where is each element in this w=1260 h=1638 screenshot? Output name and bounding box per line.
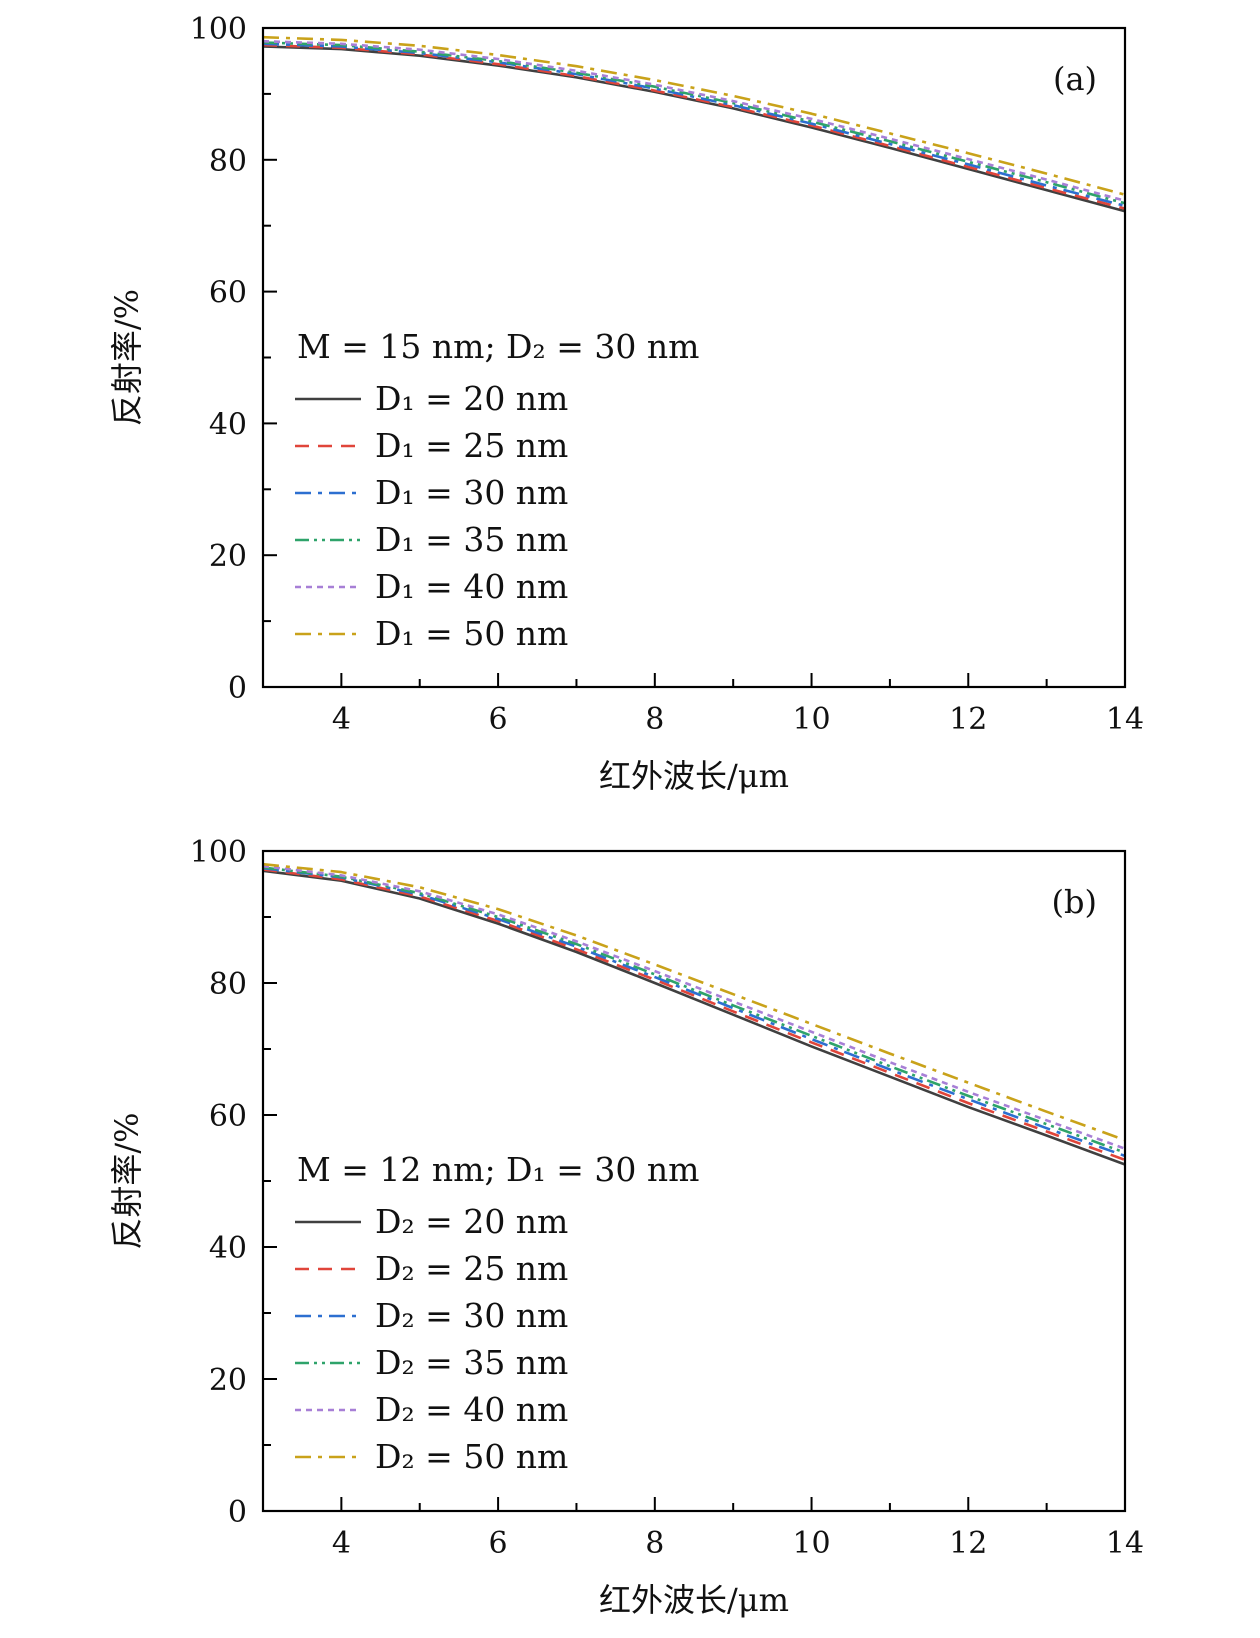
series-line-2: [262, 868, 1126, 1162]
x-tick-label: 8: [645, 1526, 664, 1561]
y-axis-title: 反射率/%: [108, 289, 146, 426]
y-tick-label: 0: [228, 671, 247, 706]
series-line-1: [262, 869, 1126, 1166]
y-tick-label: 80: [209, 967, 247, 1002]
series-line-4: [262, 866, 1126, 1154]
legend-entry-4: D₂ = 35 nm: [375, 1343, 568, 1382]
y-tick-label: 20: [209, 539, 247, 574]
series-line-1: [262, 45, 1126, 213]
x-tick-label: 6: [489, 702, 508, 737]
y-tick-label: 100: [190, 835, 247, 870]
y-tick-label: 60: [209, 1099, 247, 1134]
chart-panel-a: 4 6 8 10 12 14 0 20 40 60 80 100 红外波长/μm 反射率/% (a) M = …: [108, 12, 1144, 795]
y-tick-label: 80: [209, 144, 247, 179]
legend: M = 12 nm; D₁ = 30 nm D₂ = 20 nm D₂ = 25 n…: [295, 1150, 699, 1476]
y-tick-label: 0: [228, 1495, 247, 1530]
y-tick-label: 40: [209, 407, 247, 442]
x-tick-label: 10: [792, 1526, 830, 1561]
legend-entry-6: D₁ = 50 nm: [375, 614, 568, 653]
legend-entry-5: D₂ = 40 nm: [375, 1390, 568, 1429]
y-tick-label: 20: [209, 1363, 247, 1398]
series-line-2: [262, 43, 1126, 210]
series-line-3: [262, 866, 1126, 1158]
panel-label: (a): [1053, 60, 1097, 98]
legend-title: M = 15 nm; D₂ = 30 nm: [297, 327, 699, 366]
y-tick-label: 40: [209, 1231, 247, 1266]
legend-entry-4: D₁ = 35 nm: [375, 520, 568, 559]
legend: M = 15 nm; D₂ = 30 nm D₁ = 20 nm D₁ = 25 n…: [295, 327, 699, 653]
x-axis-title: 红外波长/μm: [599, 757, 789, 795]
legend-entry-2: D₂ = 25 nm: [375, 1249, 568, 1288]
x-tick-label: 12: [949, 1526, 987, 1561]
legend-title: M = 12 nm; D₁ = 30 nm: [297, 1150, 699, 1189]
legend-entry-3: D₁ = 30 nm: [375, 473, 568, 512]
x-tick-label: 12: [949, 702, 987, 737]
series-line-6: [262, 35, 1126, 196]
legend-entry-1: D₁ = 20 nm: [375, 379, 568, 418]
chart-panel-b: 4 6 8 10 12 14 0 20 40 60 80 100 红外波长/μm 反射率/% (b) M = …: [108, 835, 1144, 1619]
series-line-3: [262, 42, 1126, 208]
x-tick-label: 10: [792, 702, 830, 737]
legend-entry-1: D₂ = 20 nm: [375, 1202, 568, 1241]
panel-label: (b): [1052, 883, 1097, 921]
y-tick-label: 60: [209, 276, 247, 311]
x-tick-label: 4: [332, 1526, 351, 1561]
y-axis-title: 反射率/%: [108, 1112, 146, 1249]
series-line-6: [262, 862, 1126, 1142]
x-tick-label: 6: [489, 1526, 508, 1561]
x-tick-label: 8: [645, 702, 664, 737]
x-tick-label: 14: [1106, 1526, 1144, 1561]
x-axis-title: 红外波长/μm: [599, 1581, 789, 1619]
legend-entry-3: D₂ = 30 nm: [375, 1296, 568, 1335]
y-tick-label: 100: [190, 12, 247, 47]
series-line-5: [262, 39, 1126, 202]
series-line-5: [262, 864, 1126, 1150]
x-tick-label: 4: [332, 702, 351, 737]
legend-entry-2: D₁ = 25 nm: [375, 426, 568, 465]
legend-entry-5: D₁ = 40 nm: [375, 567, 568, 606]
x-tick-label: 14: [1106, 702, 1144, 737]
series-line-4: [262, 41, 1126, 205]
legend-entry-6: D₂ = 50 nm: [375, 1437, 568, 1476]
